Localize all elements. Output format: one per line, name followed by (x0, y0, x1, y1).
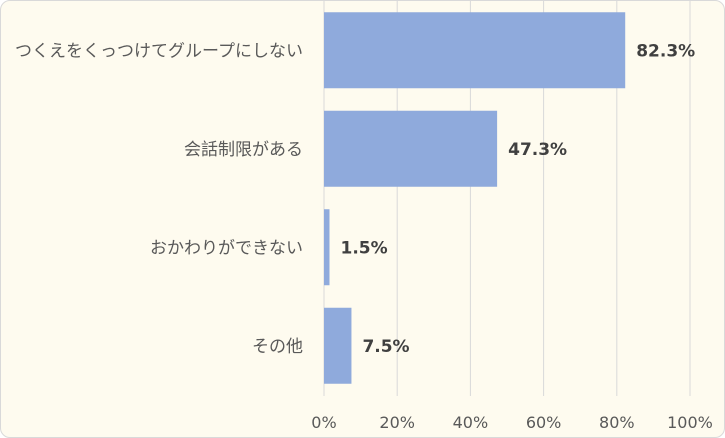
value-label-0: 82.3% (636, 41, 695, 61)
value-label-3: 7.5% (362, 337, 409, 357)
category-label-0: つくえをくっつけてグループにしない (15, 41, 303, 61)
x-tick-label-40: 40% (453, 413, 489, 432)
x-tick-label-100: 100% (667, 413, 713, 432)
bars (324, 12, 626, 384)
bar-0 (324, 12, 626, 89)
category-label-1: 会話制限がある (184, 140, 303, 160)
labels: 0% 20% 40% 60% 80% 100% つくえをくっつけてグループにしない 82.3%… (15, 41, 713, 432)
value-label-2: 1.5% (340, 238, 387, 258)
x-tick-label-60: 60% (526, 413, 562, 432)
x-tick-label-80: 80% (599, 413, 635, 432)
category-label-3: その他 (252, 337, 303, 357)
value-label-1: 47.3% (508, 140, 567, 160)
bar-3 (324, 307, 352, 384)
bar-1 (324, 110, 498, 187)
x-tick-label-0: 0% (311, 413, 336, 432)
bar-2 (324, 209, 330, 286)
x-tick-label-20: 20% (379, 413, 415, 432)
category-label-2: おかわりができない (150, 238, 303, 258)
